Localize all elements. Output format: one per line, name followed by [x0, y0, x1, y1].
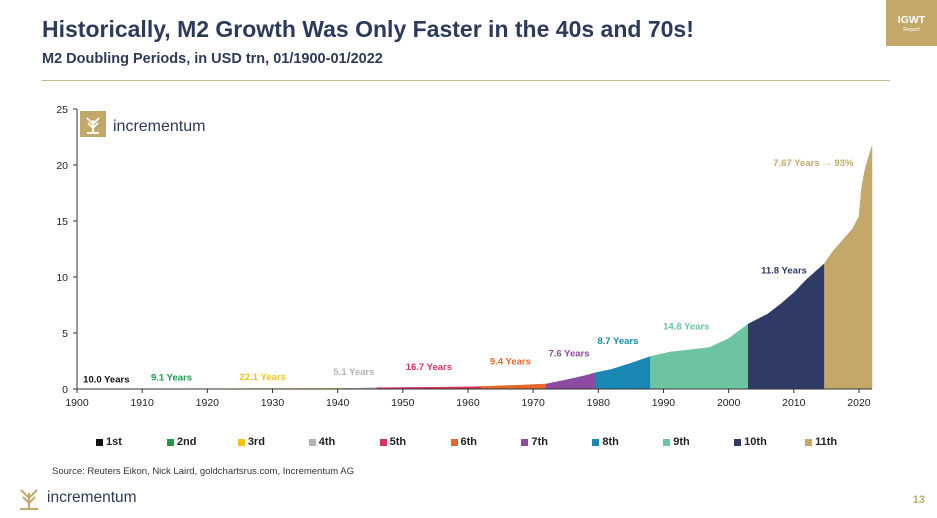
period-label-11th: 7.67 Years → 93% [773, 158, 854, 169]
tree-icon [86, 117, 100, 134]
area-period-8th [594, 356, 651, 390]
chart-brand-logo: incrementum [80, 111, 205, 137]
period-label-10th: 11.8 Years [761, 266, 807, 277]
chart-legend: 1st 2nd 3rd 4th 5th 6th 7th 8th 9th 10th 11th [92, 436, 872, 452]
period-label-4th: 5.1 Years [333, 367, 374, 378]
tree-icon [20, 489, 38, 510]
badge-title: IGWT [897, 14, 926, 26]
x-tick-label-2020: 2020 [847, 397, 871, 409]
area-period-11th [824, 145, 873, 390]
legend-swatch [379, 438, 387, 446]
legend-swatch [521, 438, 529, 446]
source-note: Source: Reuters Eikon, Nick Laird, goldc… [52, 466, 355, 477]
legend-label: 1st [106, 436, 122, 448]
legend-swatch [450, 438, 458, 446]
area-period-6th [480, 383, 547, 390]
legend-label: 5th [389, 436, 407, 448]
legend-label: 10th [744, 436, 767, 448]
y-tick-label-20: 20 [56, 160, 68, 172]
legend-label: 9th [673, 436, 690, 448]
chart-areas [76, 145, 873, 390]
igwt-report-badge: IGWT Report [886, 0, 937, 46]
legend-item-9th: 9th [663, 436, 690, 448]
period-label-3rd: 22.1 Years [240, 372, 286, 383]
y-tick-label-15: 15 [56, 216, 68, 228]
footer-brand: incrementum [14, 485, 137, 511]
x-tick-label-1940: 1940 [326, 397, 350, 409]
legend-label: 6th [460, 436, 478, 448]
area-period-10th [747, 263, 825, 390]
area-period-7th [545, 372, 596, 390]
page-number: 13 [912, 494, 925, 506]
legend-item-1st: 1st [96, 436, 122, 448]
legend-label: 4th [318, 436, 336, 448]
area-period-9th [650, 323, 749, 390]
legend-swatch [166, 438, 174, 446]
legend-item-10th: 10th [734, 436, 767, 448]
legend-item-5th: 5th [379, 436, 407, 448]
x-tick-label-1980: 1980 [587, 397, 611, 409]
legend-item-8th: 8th [592, 436, 619, 448]
legend-swatch [805, 438, 813, 446]
chart-period-labels: 10.0 Years 9.1 Years 22.1 Years 5.1 Years 16… [83, 158, 854, 385]
chart-brand-name: incrementum [113, 118, 205, 135]
legend-label: 7th [531, 436, 548, 448]
legend-item-3rd: 3rd [237, 436, 265, 448]
legend-swatch [592, 438, 600, 446]
x-tick-label-2000: 2000 [717, 397, 741, 409]
footer-brand-name: incrementum [47, 489, 137, 506]
legend-label: 3rd [247, 436, 265, 448]
header-divider [42, 80, 890, 81]
legend-swatch [734, 438, 742, 446]
y-tick-label-5: 5 [62, 328, 68, 340]
y-tick-label-10: 10 [56, 272, 68, 284]
period-label-8th: 8.7 Years [597, 336, 638, 347]
legend-item-7th: 7th [521, 436, 548, 448]
period-label-9th: 14.8 Years [663, 322, 709, 333]
x-tick-label-1990: 1990 [652, 397, 676, 409]
legend-label: 8th [602, 436, 619, 448]
x-tick-label-1900: 1900 [65, 397, 89, 409]
page-title: Historically, M2 Growth Was Only Faster … [42, 16, 694, 42]
legend-swatch [237, 438, 245, 446]
x-tick-label-1970: 1970 [521, 397, 545, 409]
badge-subtitle: Report [903, 27, 920, 33]
page-subtitle: M2 Doubling Periods, in USD trn, 01/1900… [42, 51, 383, 67]
period-label-2nd: 9.1 Years [151, 373, 192, 384]
x-tick-label-1920: 1920 [196, 397, 220, 409]
x-tick-label-1950: 1950 [391, 397, 415, 409]
legend-swatch [663, 438, 671, 446]
legend-label: 11th [815, 436, 838, 448]
period-label-5th: 16.7 Years [406, 362, 452, 373]
legend-item-2nd: 2nd [166, 436, 197, 448]
y-tick-label-25: 25 [56, 104, 68, 116]
legend-swatch [96, 438, 103, 446]
x-tick-label-1910: 1910 [130, 397, 154, 409]
period-label-6th: 9.4 Years [490, 356, 531, 367]
period-label-1st: 10.0 Years [83, 374, 129, 385]
chart-tick-labels: 1900 1910 1920 1930 1940 1950 1960 1970 1980 1990… [56, 104, 870, 409]
period-label-7th: 7.6 Years [548, 349, 589, 360]
chart-axes [76, 109, 872, 390]
legend-item-6th: 6th [450, 436, 478, 448]
y-tick-label-0: 0 [62, 384, 68, 396]
legend-item-4th: 4th [308, 436, 336, 448]
x-tick-label-1930: 1930 [261, 397, 285, 409]
m2-doubling-chart: 1900 1910 1920 1930 1940 1950 1960 1970 1980 1990… [56, 104, 873, 409]
legend-swatch [308, 438, 316, 446]
x-tick-label-1960: 1960 [456, 397, 480, 409]
legend-item-11th: 11th [805, 436, 837, 448]
x-tick-label-2010: 2010 [782, 397, 806, 409]
legend-label: 2nd [176, 436, 197, 448]
